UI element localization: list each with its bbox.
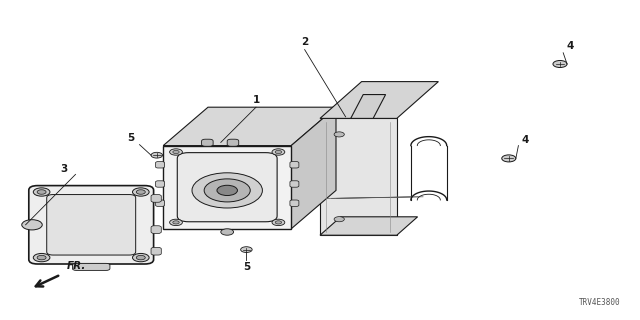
Polygon shape xyxy=(351,95,385,118)
FancyBboxPatch shape xyxy=(290,181,299,187)
Text: 4: 4 xyxy=(566,41,574,51)
Circle shape xyxy=(173,150,179,154)
Text: 1: 1 xyxy=(252,95,260,105)
FancyBboxPatch shape xyxy=(227,139,239,146)
FancyBboxPatch shape xyxy=(72,263,110,270)
Circle shape xyxy=(334,217,344,222)
Polygon shape xyxy=(320,217,417,235)
Circle shape xyxy=(170,219,182,226)
FancyBboxPatch shape xyxy=(156,181,164,187)
Circle shape xyxy=(151,152,163,158)
Polygon shape xyxy=(291,107,336,229)
FancyBboxPatch shape xyxy=(177,153,277,222)
Circle shape xyxy=(217,185,237,196)
Circle shape xyxy=(553,60,567,68)
Circle shape xyxy=(241,247,252,252)
Circle shape xyxy=(334,132,344,137)
Circle shape xyxy=(275,221,282,224)
Text: FR.: FR. xyxy=(67,261,86,271)
Circle shape xyxy=(132,188,149,196)
Text: 3: 3 xyxy=(60,164,68,174)
Circle shape xyxy=(170,149,182,155)
Circle shape xyxy=(272,219,285,226)
Text: 5: 5 xyxy=(127,133,135,143)
Polygon shape xyxy=(163,146,291,229)
FancyBboxPatch shape xyxy=(151,195,161,202)
FancyBboxPatch shape xyxy=(29,186,154,264)
Text: 4: 4 xyxy=(522,135,529,145)
Polygon shape xyxy=(320,118,397,235)
Circle shape xyxy=(275,150,282,154)
Circle shape xyxy=(33,253,50,262)
FancyBboxPatch shape xyxy=(202,139,213,146)
FancyBboxPatch shape xyxy=(290,162,299,168)
Text: 2: 2 xyxy=(301,37,308,47)
Circle shape xyxy=(272,149,285,155)
Polygon shape xyxy=(320,82,438,118)
Circle shape xyxy=(33,188,50,196)
Circle shape xyxy=(221,229,234,235)
Polygon shape xyxy=(163,107,336,146)
FancyBboxPatch shape xyxy=(151,226,161,234)
Circle shape xyxy=(132,253,149,262)
FancyBboxPatch shape xyxy=(151,247,161,255)
Text: 5: 5 xyxy=(243,262,250,272)
Circle shape xyxy=(173,221,179,224)
Circle shape xyxy=(502,155,516,162)
FancyBboxPatch shape xyxy=(156,162,164,168)
Text: TRV4E3800: TRV4E3800 xyxy=(579,298,621,307)
Circle shape xyxy=(37,255,46,260)
FancyBboxPatch shape xyxy=(156,200,164,206)
Circle shape xyxy=(22,220,42,230)
FancyBboxPatch shape xyxy=(47,195,136,255)
Circle shape xyxy=(37,190,46,194)
FancyBboxPatch shape xyxy=(290,200,299,206)
Circle shape xyxy=(192,173,262,208)
Circle shape xyxy=(136,255,145,260)
Circle shape xyxy=(204,179,250,202)
Circle shape xyxy=(136,190,145,194)
